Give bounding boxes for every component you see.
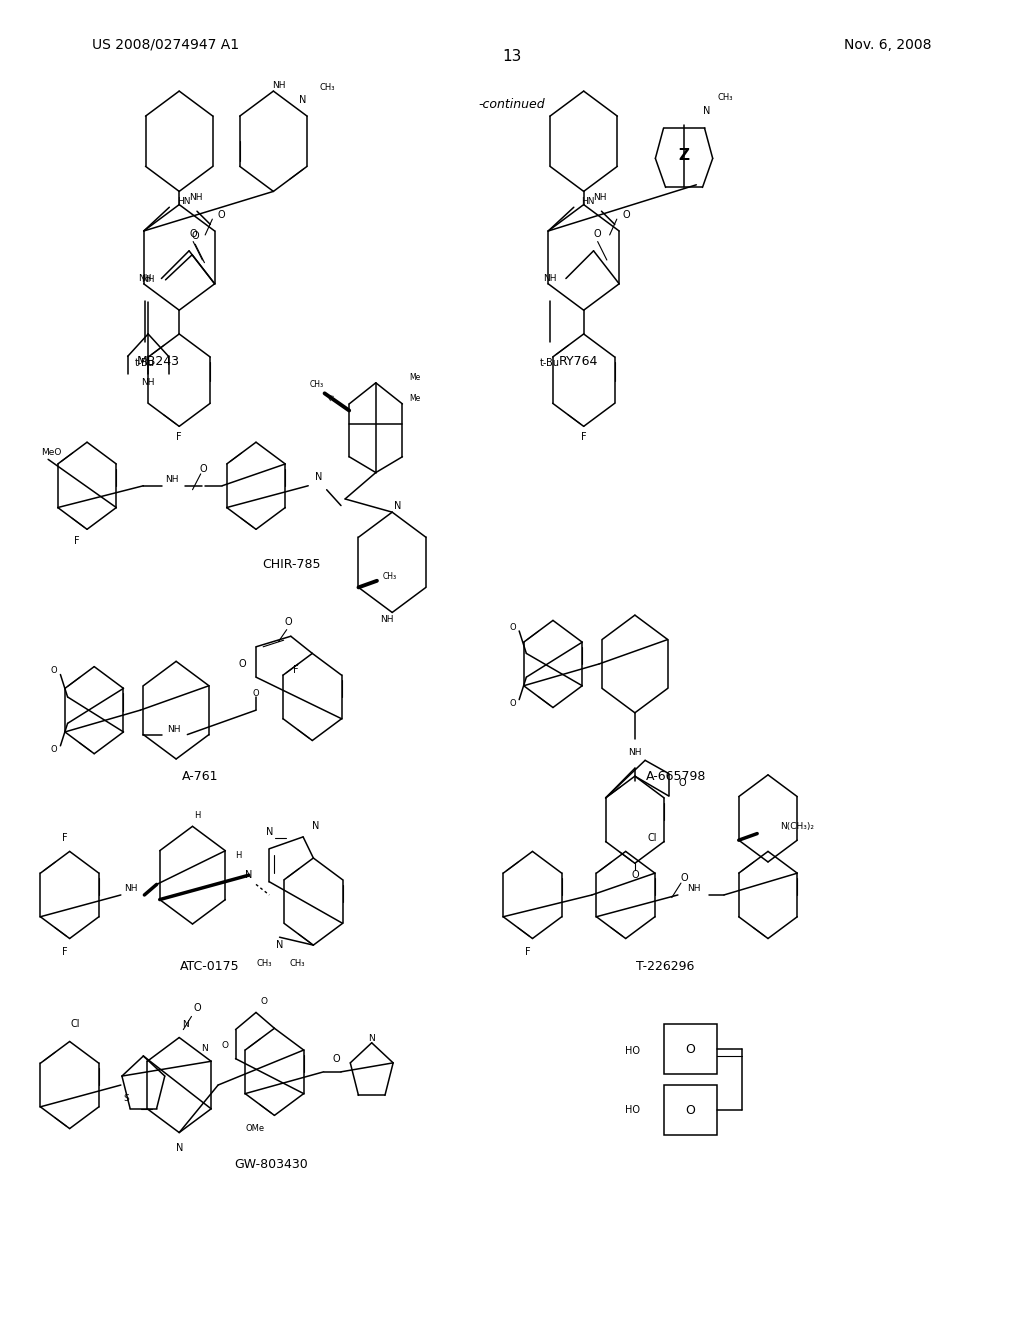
Text: NH: NH xyxy=(628,748,642,756)
Text: O: O xyxy=(332,1053,340,1064)
Text: N(CH₃)₂: N(CH₃)₂ xyxy=(779,822,814,832)
Text: O: O xyxy=(510,623,516,631)
Text: US 2008/0274947 A1: US 2008/0274947 A1 xyxy=(92,38,240,51)
Text: NH: NH xyxy=(687,884,701,892)
Text: CH₃: CH₃ xyxy=(319,83,335,91)
Text: O: O xyxy=(680,873,688,883)
Text: CH₃: CH₃ xyxy=(309,380,324,388)
Text: CH₃: CH₃ xyxy=(717,94,733,102)
Text: OMe: OMe xyxy=(245,1125,264,1133)
Text: t-Bu: t-Bu xyxy=(540,358,559,368)
Text: Z: Z xyxy=(679,148,689,164)
Text: CH₃: CH₃ xyxy=(289,960,305,968)
Text: O: O xyxy=(253,689,259,697)
Text: Me: Me xyxy=(410,374,421,381)
Text: O: O xyxy=(285,616,293,627)
Text: NH: NH xyxy=(167,725,181,734)
Text: N: N xyxy=(369,1035,375,1043)
Text: F: F xyxy=(61,946,68,957)
Text: NH: NH xyxy=(165,475,179,483)
Text: F: F xyxy=(176,432,182,442)
Text: NH: NH xyxy=(138,275,152,282)
Text: Cl: Cl xyxy=(70,1019,80,1030)
Text: O: O xyxy=(631,870,639,880)
Text: T-226296: T-226296 xyxy=(636,960,695,973)
Text: O: O xyxy=(218,210,225,220)
FancyBboxPatch shape xyxy=(664,1085,717,1135)
Text: HO: HO xyxy=(625,1045,640,1056)
Text: N: N xyxy=(311,821,319,832)
Text: CH₃: CH₃ xyxy=(382,573,396,581)
Text: NH: NH xyxy=(543,275,556,282)
Text: A-761: A-761 xyxy=(181,770,218,783)
Text: F: F xyxy=(524,946,530,957)
Text: NH: NH xyxy=(124,884,138,892)
Text: -continued: -continued xyxy=(478,98,546,111)
Text: F: F xyxy=(293,665,298,675)
Text: MeO: MeO xyxy=(41,449,61,457)
Text: ATC-0175: ATC-0175 xyxy=(180,960,240,973)
Text: O: O xyxy=(200,463,208,474)
Text: CHIR-785: CHIR-785 xyxy=(262,558,322,572)
Text: N: N xyxy=(182,1020,188,1028)
Text: F: F xyxy=(581,432,587,442)
Text: N: N xyxy=(275,940,284,950)
Text: HN: HN xyxy=(582,198,595,206)
Text: MB243: MB243 xyxy=(137,355,180,368)
Text: O: O xyxy=(191,231,199,242)
Text: NH: NH xyxy=(593,194,607,202)
Text: NH: NH xyxy=(380,615,394,623)
Text: H: H xyxy=(195,812,201,820)
Text: O: O xyxy=(623,210,630,220)
Text: O: O xyxy=(594,228,601,239)
Text: N: N xyxy=(245,870,253,880)
Text: NH: NH xyxy=(188,194,203,202)
Text: O: O xyxy=(51,667,57,675)
Text: O: O xyxy=(222,1041,228,1049)
Text: HN: HN xyxy=(177,198,190,206)
Text: N: N xyxy=(202,1044,208,1052)
Text: F: F xyxy=(74,536,80,546)
Text: N: N xyxy=(314,471,323,482)
Text: N: N xyxy=(393,500,401,511)
Text: H: H xyxy=(236,851,242,859)
Text: Nov. 6, 2008: Nov. 6, 2008 xyxy=(845,38,932,51)
Text: Cl: Cl xyxy=(647,833,656,842)
Text: 13: 13 xyxy=(503,49,521,65)
Text: O: O xyxy=(261,998,267,1006)
Text: Me: Me xyxy=(410,395,421,403)
Text: S: S xyxy=(123,1094,129,1102)
Text: N: N xyxy=(265,826,273,837)
Text: GW-803430: GW-803430 xyxy=(234,1158,308,1171)
Text: t-Bu: t-Bu xyxy=(135,358,155,368)
Text: NH: NH xyxy=(141,379,155,387)
Text: NH: NH xyxy=(271,82,286,90)
Text: N: N xyxy=(299,95,307,106)
Text: A-665798: A-665798 xyxy=(646,770,706,783)
Text: O: O xyxy=(685,1043,695,1056)
Text: O: O xyxy=(194,1003,202,1014)
Text: F: F xyxy=(61,833,68,843)
Text: O: O xyxy=(678,777,686,788)
Text: O: O xyxy=(189,228,197,239)
Text: O: O xyxy=(685,1104,695,1117)
FancyBboxPatch shape xyxy=(664,1024,717,1074)
Text: HO: HO xyxy=(625,1105,640,1115)
Text: O: O xyxy=(51,746,57,754)
Text: O: O xyxy=(510,700,516,708)
Text: NH: NH xyxy=(141,276,155,284)
Text: N: N xyxy=(175,1143,183,1154)
Text: RY764: RY764 xyxy=(559,355,598,368)
Text: O: O xyxy=(239,659,247,669)
Text: N: N xyxy=(702,106,711,116)
Text: CH₃: CH₃ xyxy=(256,960,272,968)
